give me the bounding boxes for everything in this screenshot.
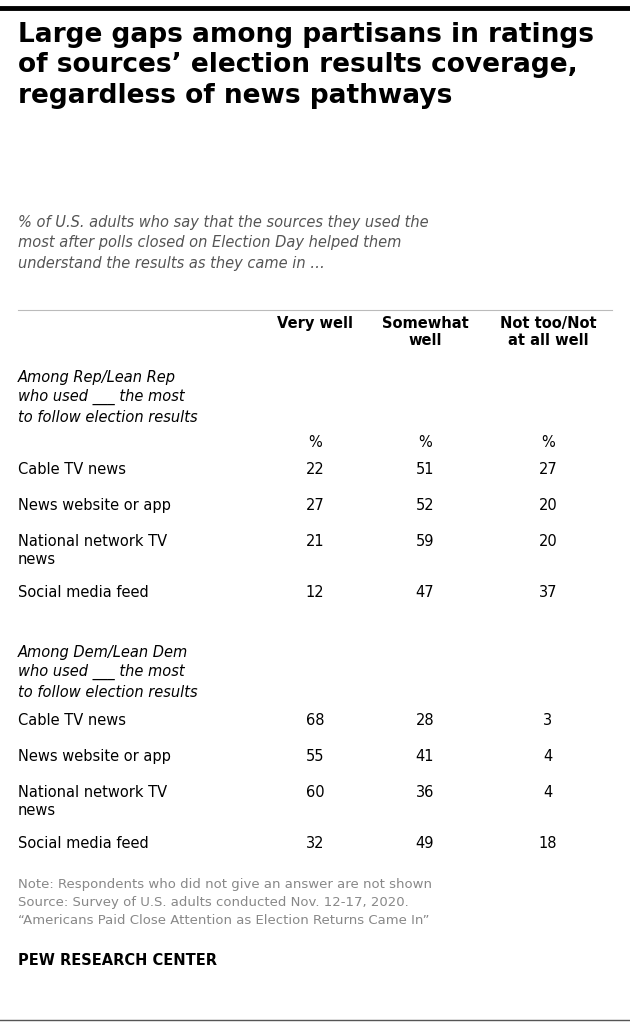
Text: 4: 4 [543,785,553,800]
Text: Very well: Very well [277,316,353,331]
Text: 20: 20 [539,534,558,549]
Text: Social media feed: Social media feed [18,836,149,851]
Text: 51: 51 [416,462,434,477]
Text: Large gaps among partisans in ratings
of sources’ election results coverage,
reg: Large gaps among partisans in ratings of… [18,22,594,109]
Text: %: % [418,435,432,450]
Text: Not too/Not
at all well: Not too/Not at all well [500,316,597,348]
Text: 37: 37 [539,585,558,600]
Text: Social media feed: Social media feed [18,585,149,600]
Text: National network TV
news: National network TV news [18,534,167,567]
Text: % of U.S. adults who say that the sources they used the
most after polls closed : % of U.S. adults who say that the source… [18,215,428,270]
Text: 4: 4 [543,749,553,764]
Text: 20: 20 [539,498,558,513]
Text: 32: 32 [306,836,324,851]
Text: PEW RESEARCH CENTER: PEW RESEARCH CENTER [18,953,217,968]
Text: 28: 28 [416,713,434,728]
Text: Among Rep/Lean Rep
who used ___ the most
to follow election results: Among Rep/Lean Rep who used ___ the most… [18,370,198,425]
Text: 36: 36 [416,785,434,800]
Text: 12: 12 [306,585,324,600]
Text: 27: 27 [539,462,558,477]
Text: 22: 22 [306,462,324,477]
Text: 27: 27 [306,498,324,513]
Text: Cable TV news: Cable TV news [18,713,126,728]
Text: Among Dem/Lean Dem
who used ___ the most
to follow election results: Among Dem/Lean Dem who used ___ the most… [18,645,198,700]
Text: 55: 55 [306,749,324,764]
Text: 60: 60 [306,785,324,800]
Text: 68: 68 [306,713,324,728]
Text: 18: 18 [539,836,558,851]
Text: News website or app: News website or app [18,749,171,764]
Text: 41: 41 [416,749,434,764]
Text: %: % [308,435,322,450]
Text: News website or app: News website or app [18,498,171,513]
Text: Note: Respondents who did not give an answer are not shown
Source: Survey of U.S: Note: Respondents who did not give an an… [18,878,432,927]
Text: Somewhat
well: Somewhat well [382,316,468,348]
Text: National network TV
news: National network TV news [18,785,167,818]
Text: 47: 47 [416,585,434,600]
Text: 3: 3 [544,713,553,728]
Text: 21: 21 [306,534,324,549]
Text: 49: 49 [416,836,434,851]
Text: Cable TV news: Cable TV news [18,462,126,477]
Text: 59: 59 [416,534,434,549]
Text: %: % [541,435,555,450]
Text: 52: 52 [416,498,434,513]
